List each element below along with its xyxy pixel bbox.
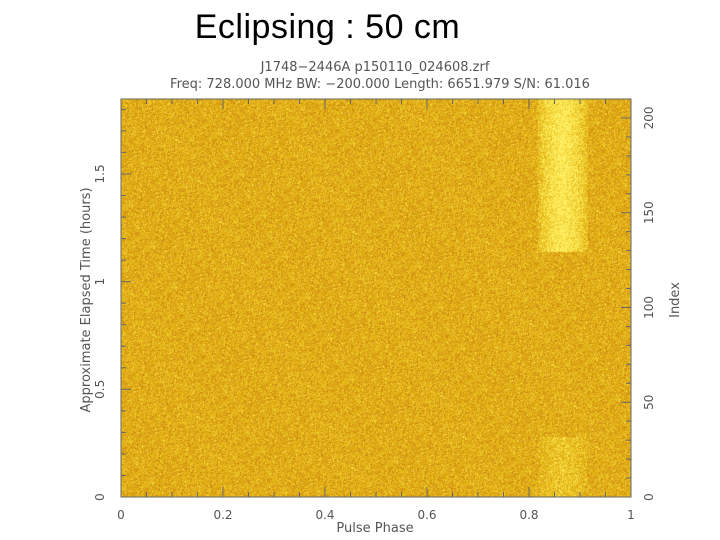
slide-title: Eclipsing : 50 cm — [0, 8, 720, 47]
x-tick-label: 0.4 — [315, 508, 334, 522]
chart-header-line-1: J1748−2446A p150110_024608.zrf — [260, 60, 490, 75]
x-tick-label: 1 — [627, 508, 635, 522]
y2-tick-label: 200 — [642, 106, 656, 129]
x-tick-label: 0 — [117, 508, 125, 522]
y2-tick-label: 100 — [642, 296, 656, 319]
slide-title-text: Eclipsing : 50 cm — [194, 8, 461, 46]
x-tick-label: 0.6 — [417, 508, 436, 522]
y-tick-label: 0.5 — [93, 380, 107, 399]
x-tick-label: 0.2 — [213, 508, 232, 522]
heatmap-image — [121, 99, 631, 497]
y-tick-label: 1 — [93, 278, 107, 286]
chart-header-line-2: Freq: 728.000 MHz BW: −200.000 Length: 6… — [170, 77, 590, 92]
y-tick-label: 0 — [93, 493, 107, 501]
y2-tick-label: 50 — [642, 395, 656, 410]
y-axis-title: Approximate Elapsed Time (hours) — [79, 187, 94, 412]
y2-axis-title: Index — [668, 282, 683, 318]
x-tick-label: 0.8 — [519, 508, 538, 522]
heatmap-area — [121, 99, 631, 497]
y2-tick-label: 150 — [642, 201, 656, 224]
x-axis-title: Pulse Phase — [336, 521, 413, 536]
y2-tick-label: 0 — [642, 493, 656, 501]
y-tick-label: 1.5 — [93, 164, 107, 183]
